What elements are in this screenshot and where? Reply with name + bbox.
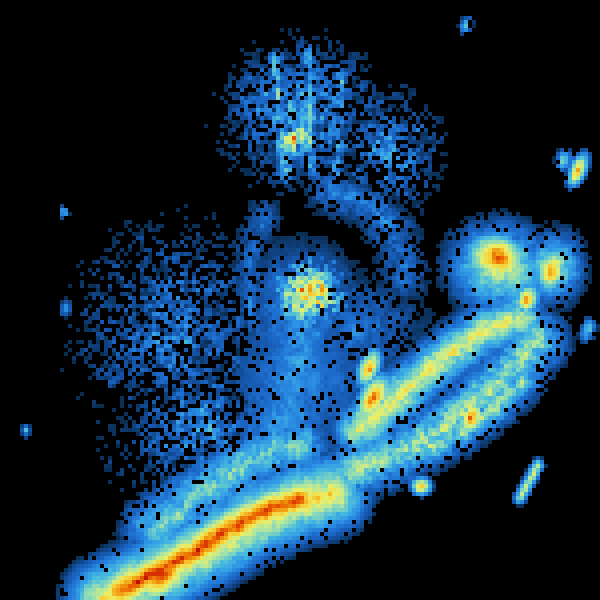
radar-image-panel: Weather Radar Reflectivity [0,0,600,600]
radar-reflectivity-canvas [0,0,600,600]
